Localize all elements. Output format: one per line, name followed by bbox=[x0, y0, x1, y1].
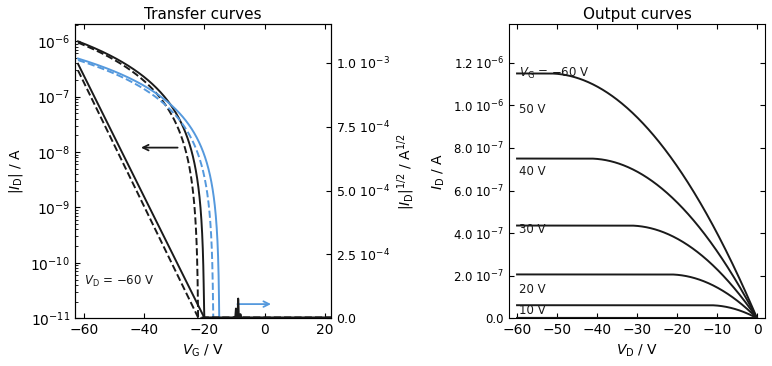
Title: Transfer curves: Transfer curves bbox=[144, 7, 262, 22]
Text: 50 V: 50 V bbox=[519, 103, 546, 116]
X-axis label: $V_\mathrm{D}$ / V: $V_\mathrm{D}$ / V bbox=[616, 343, 659, 359]
Y-axis label: $|I_\mathrm{D}|^{1/2}$ / A$^{1/2}$: $|I_\mathrm{D}|^{1/2}$ / A$^{1/2}$ bbox=[395, 133, 417, 210]
Text: 30 V: 30 V bbox=[519, 223, 546, 236]
Text: 10 V: 10 V bbox=[519, 304, 546, 317]
Text: $V_\mathrm{G}$ = $-$60 V: $V_\mathrm{G}$ = $-$60 V bbox=[519, 66, 590, 81]
Text: $V_\mathrm{D}$ = $-$60 V: $V_\mathrm{D}$ = $-$60 V bbox=[84, 274, 154, 289]
Y-axis label: $I_\mathrm{D}$ / A: $I_\mathrm{D}$ / A bbox=[431, 153, 448, 190]
Title: Output curves: Output curves bbox=[583, 7, 692, 22]
Y-axis label: $|I_\mathrm{D}|$ / A: $|I_\mathrm{D}|$ / A bbox=[7, 148, 25, 194]
X-axis label: $V_\mathrm{G}$ / V: $V_\mathrm{G}$ / V bbox=[182, 343, 224, 359]
Text: 40 V: 40 V bbox=[519, 165, 546, 178]
Text: 20 V: 20 V bbox=[519, 283, 546, 296]
